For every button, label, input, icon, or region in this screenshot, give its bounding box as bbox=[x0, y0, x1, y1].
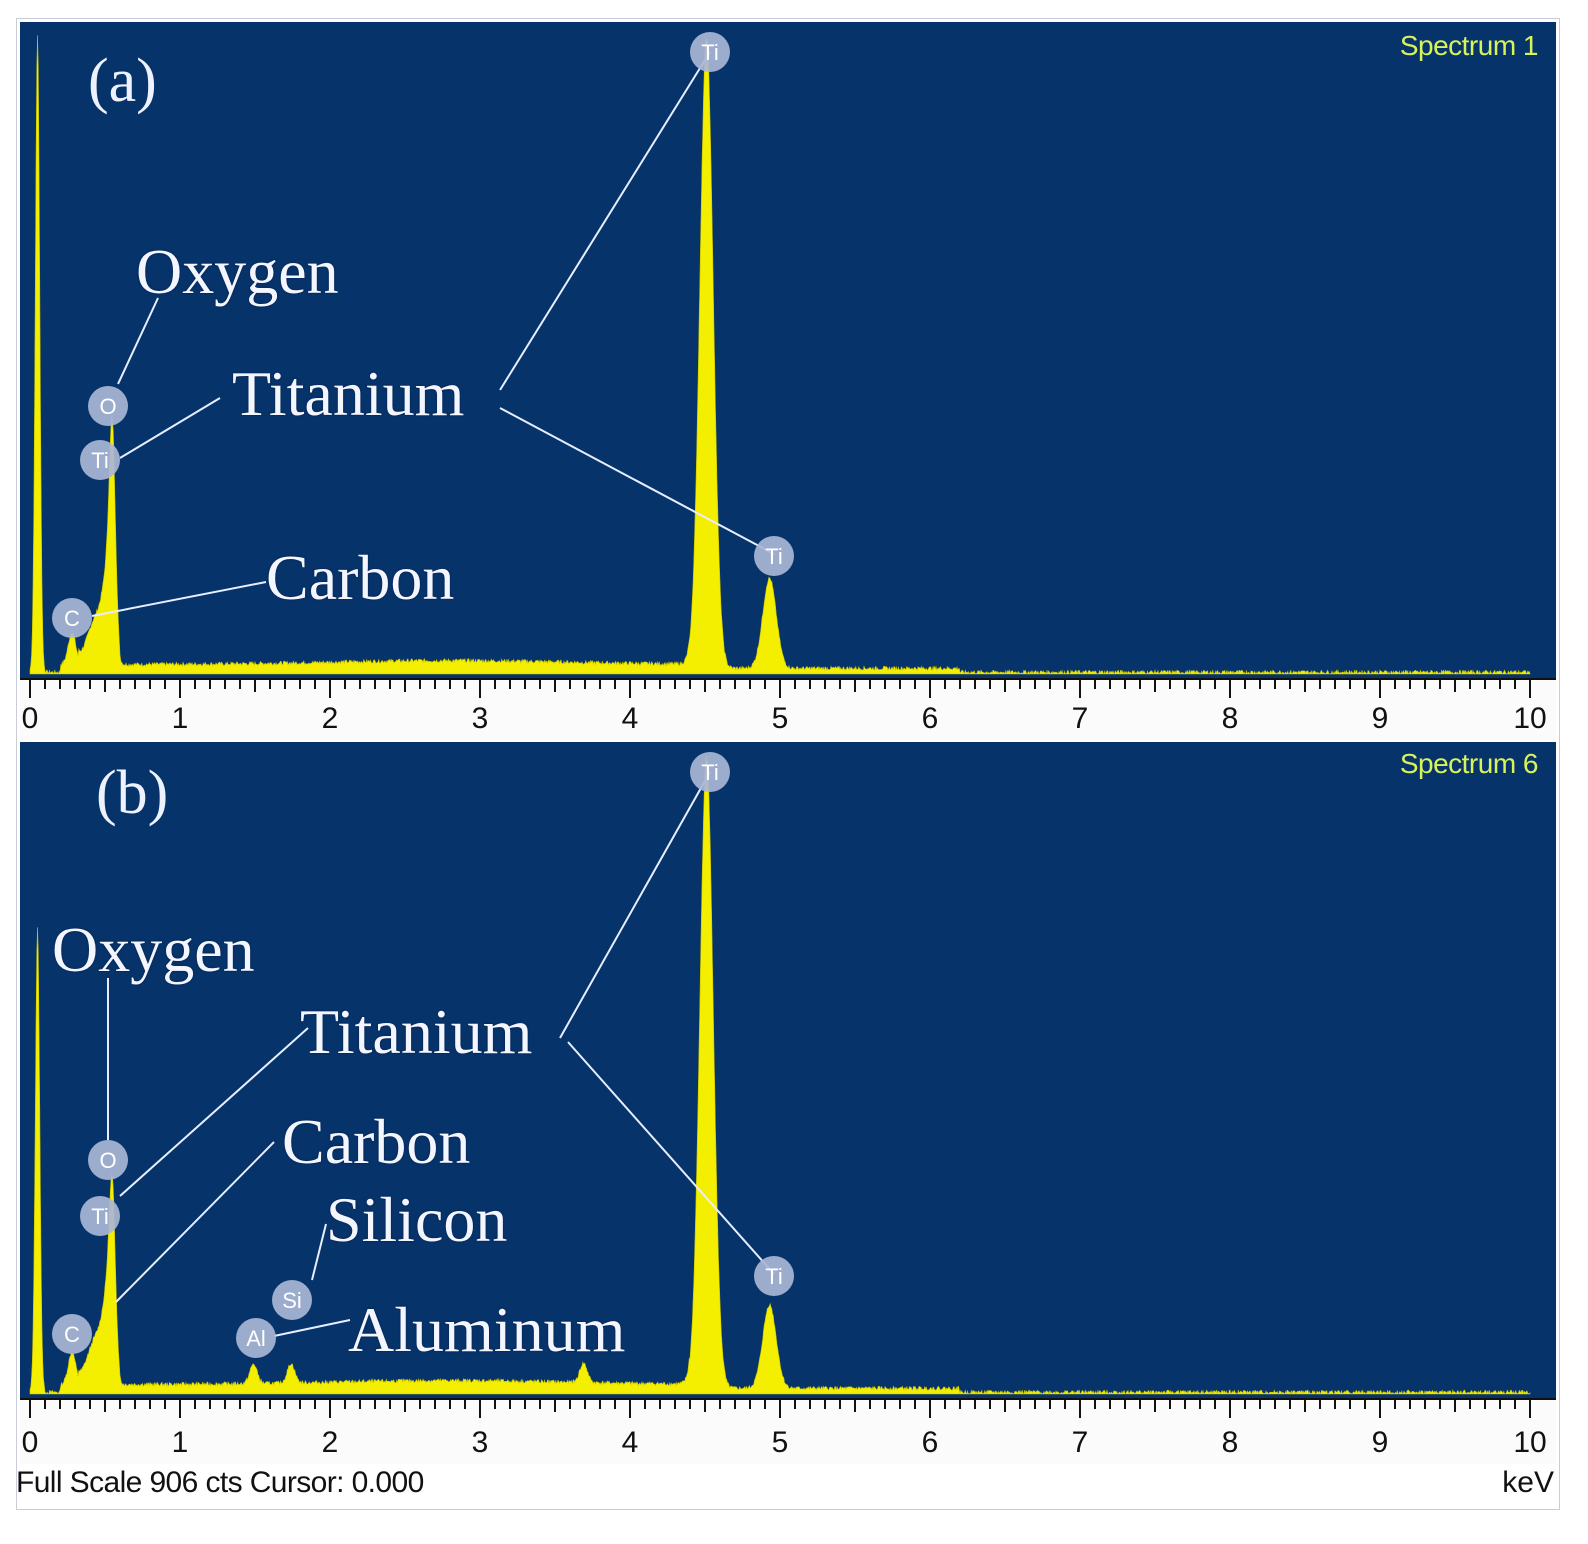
x-tick-label: 2 bbox=[322, 702, 339, 735]
svg-text:Ti: Ti bbox=[91, 448, 109, 473]
svg-text:Ti: Ti bbox=[765, 1264, 783, 1289]
label-oxygen-b: Oxygen bbox=[52, 914, 255, 985]
spectrum-panel-a: O Ti C Ti Ti (a) Spectrum 1 Oxygen Titanium … bbox=[20, 22, 1556, 678]
svg-text:O: O bbox=[99, 1148, 116, 1173]
spectrum-panel-b: O Ti C Si Al Ti Ti (b) Spectrum 6 Oxygen Titan… bbox=[20, 742, 1556, 1398]
spectrum-name-a: Spectrum 1 bbox=[1399, 30, 1539, 61]
x-axis-b: 0 1 2 3 4 5 6 7 8 9 10 bbox=[20, 1398, 1556, 1464]
label-titanium-b: Titanium bbox=[300, 996, 533, 1067]
x-tick-label: 7 bbox=[1072, 1426, 1089, 1459]
x-axis-ticks-a: 0 1 2 3 4 5 6 7 8 9 10 bbox=[20, 678, 1556, 735]
x-tick-label: 4 bbox=[622, 1426, 639, 1459]
x-tick-label: 5 bbox=[772, 702, 789, 735]
x-tick-label: 9 bbox=[1372, 702, 1389, 735]
x-tick-label: 4 bbox=[622, 702, 639, 735]
svg-text:Ti: Ti bbox=[701, 760, 719, 785]
marker-ti-high-b: Ti bbox=[690, 752, 730, 792]
x-tick-label: 7 bbox=[1072, 702, 1089, 735]
x-tick-label: 10 bbox=[1513, 1426, 1546, 1459]
svg-text:Ti: Ti bbox=[765, 544, 783, 569]
svg-text:Al: Al bbox=[246, 1326, 266, 1351]
x-tick-label: 6 bbox=[922, 702, 939, 735]
status-bar-text: Full Scale 906 cts Cursor: 0.000 bbox=[16, 1466, 424, 1499]
panel-label-b: (b) bbox=[96, 759, 169, 827]
marker-al-b: Al bbox=[236, 1318, 276, 1358]
svg-text:C: C bbox=[64, 606, 80, 631]
marker-ti-high-a: Ti bbox=[690, 32, 730, 72]
marker-o-a: O bbox=[88, 386, 128, 426]
x-tick-label: 6 bbox=[922, 1426, 939, 1459]
marker-si-b: Si bbox=[272, 1280, 312, 1320]
x-axis-unit: keV bbox=[1502, 1466, 1554, 1499]
marker-ti-kb-a: Ti bbox=[754, 536, 794, 576]
x-tick-label: 9 bbox=[1372, 1426, 1389, 1459]
svg-text:Ti: Ti bbox=[701, 40, 719, 65]
x-tick-label: 3 bbox=[472, 1426, 489, 1459]
marker-c-a: C bbox=[52, 598, 92, 638]
x-tick-label: 0 bbox=[22, 1426, 39, 1459]
label-titanium-a: Titanium bbox=[232, 358, 465, 429]
x-tick-label: 8 bbox=[1222, 702, 1239, 735]
spectrum-name-b: Spectrum 6 bbox=[1399, 748, 1539, 779]
x-tick-label: 1 bbox=[172, 1426, 189, 1459]
x-tick-label: 0 bbox=[22, 702, 39, 735]
spectrum-plot-a: O Ti C Ti Ti bbox=[29, 32, 1531, 676]
svg-text:Ti: Ti bbox=[91, 1204, 109, 1229]
label-silicon-b: Silicon bbox=[326, 1184, 508, 1255]
x-tick-label: 3 bbox=[472, 702, 489, 735]
marker-ti-low-b: Ti bbox=[80, 1196, 120, 1236]
svg-text:Si: Si bbox=[282, 1288, 302, 1313]
panel-label-a: (a) bbox=[88, 47, 157, 115]
svg-text:C: C bbox=[64, 1322, 80, 1347]
label-carbon-b: Carbon bbox=[282, 1106, 471, 1177]
label-aluminum-b: Aluminum bbox=[348, 1294, 626, 1365]
marker-o-b: O bbox=[88, 1140, 128, 1180]
x-tick-label: 10 bbox=[1513, 702, 1546, 735]
x-axis-a: 0 1 2 3 4 5 6 7 8 9 10 bbox=[20, 678, 1556, 740]
marker-ti-low-a: Ti bbox=[80, 440, 120, 480]
x-axis-ticks-b: 0 1 2 3 4 5 6 7 8 9 10 bbox=[20, 1398, 1556, 1459]
x-tick-label: 2 bbox=[322, 1426, 339, 1459]
x-tick-label: 8 bbox=[1222, 1426, 1239, 1459]
x-tick-label: 1 bbox=[172, 702, 189, 735]
x-tick-label: 5 bbox=[772, 1426, 789, 1459]
marker-ti-kb-b: Ti bbox=[754, 1256, 794, 1296]
label-oxygen-a: Oxygen bbox=[136, 236, 339, 307]
spectrum-plot-b: O Ti C Si Al Ti Ti bbox=[29, 752, 1531, 1395]
label-carbon-a: Carbon bbox=[266, 542, 455, 613]
marker-c-b: C bbox=[52, 1314, 92, 1354]
svg-text:O: O bbox=[99, 394, 116, 419]
